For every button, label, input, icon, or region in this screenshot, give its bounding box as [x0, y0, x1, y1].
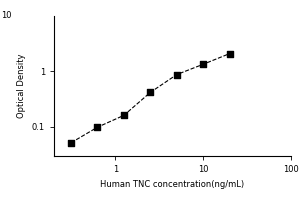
Text: 10: 10 [1, 11, 11, 21]
Point [69, 141, 74, 144]
Y-axis label: Optical Density: Optical Density [17, 54, 26, 118]
Point [174, 73, 179, 76]
Point [148, 91, 153, 94]
Point [227, 52, 232, 55]
Point [201, 63, 206, 66]
X-axis label: Human TNC concentration(ng/mL): Human TNC concentration(ng/mL) [100, 180, 244, 189]
Point [122, 114, 126, 117]
Point [95, 126, 100, 129]
